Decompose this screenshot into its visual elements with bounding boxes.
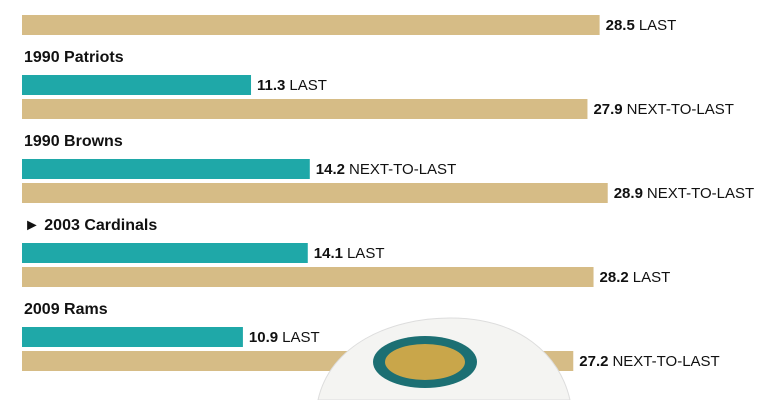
value-label: 14.2 NEXT-TO-LAST <box>316 161 456 178</box>
rank-label: LAST <box>639 17 677 34</box>
rank-label: LAST <box>633 269 671 286</box>
value-number: 28.2 <box>600 269 629 286</box>
value-number: 11.3 <box>257 77 285 94</box>
rank-label: NEXT-TO-LAST <box>349 161 456 178</box>
rank-label: NEXT-TO-LAST <box>612 353 719 370</box>
value-number: 10.9 <box>249 329 278 346</box>
value-label: 27.9 NEXT-TO-LAST <box>593 101 733 118</box>
value-label: 28.9 NEXT-TO-LAST <box>614 185 754 202</box>
rank-label: LAST <box>282 329 320 346</box>
value-label: 28.5 LAST <box>606 17 677 34</box>
bar <box>22 327 243 347</box>
value-number: 28.9 <box>614 185 643 202</box>
bar <box>22 159 310 179</box>
category-label: ► 2003 Cardinals <box>24 217 157 234</box>
value-label: 11.3 LAST <box>257 77 327 94</box>
value-label: 14.1 LAST <box>314 245 385 262</box>
category-label: 2009 Rams <box>24 301 108 318</box>
value-label: 27.2 NEXT-TO-LAST <box>579 353 719 370</box>
bar <box>22 267 594 287</box>
bar <box>22 99 588 119</box>
value-number: 27.9 <box>593 101 622 118</box>
bar <box>22 75 252 95</box>
rank-label: LAST <box>347 245 385 262</box>
rank-label: LAST <box>289 77 327 94</box>
category-label: 1990 Browns <box>24 133 123 150</box>
helmet-photo <box>317 317 571 400</box>
rank-label: NEXT-TO-LAST <box>627 101 734 118</box>
bar <box>22 15 600 35</box>
value-label: 28.2 LAST <box>600 269 671 286</box>
value-number: 27.2 <box>579 353 608 370</box>
rank-label: NEXT-TO-LAST <box>647 185 754 202</box>
value-number: 14.1 <box>314 245 343 262</box>
value-number: 14.2 <box>316 161 345 178</box>
category-label: 1990 Patriots <box>24 49 124 66</box>
bar <box>22 183 608 203</box>
value-label: 10.9 LAST <box>249 329 320 346</box>
value-number: 28.5 <box>606 17 635 34</box>
bar <box>22 243 308 263</box>
